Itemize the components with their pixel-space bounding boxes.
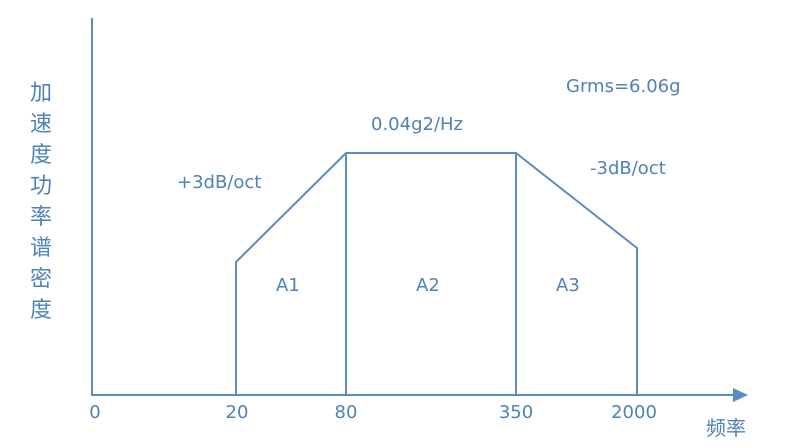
region-a1-label: A1 (276, 275, 300, 296)
x-tick-0: 0 (89, 402, 101, 423)
region-a2-label: A2 (416, 275, 440, 296)
psd-profile-line (235, 152, 638, 395)
fall-slope-label: -3dB/oct (590, 158, 666, 179)
x-axis-arrow-icon (733, 388, 748, 402)
x-tick-80: 80 (334, 402, 358, 423)
grms-label: Grms=6.06g (566, 76, 681, 97)
rise-slope-label: +3dB/oct (177, 172, 262, 193)
x-tick-350: 350 (498, 402, 534, 423)
x-axis-label: 频率 (706, 416, 746, 440)
x-tick-20: 20 (225, 402, 249, 423)
plateau-label: 0.04g2/Hz (371, 114, 464, 135)
region-a3-label: A3 (556, 275, 580, 296)
x-tick-2000: 2000 (611, 402, 657, 423)
y-axis-label: 加速度功率谱密度 (29, 81, 52, 323)
